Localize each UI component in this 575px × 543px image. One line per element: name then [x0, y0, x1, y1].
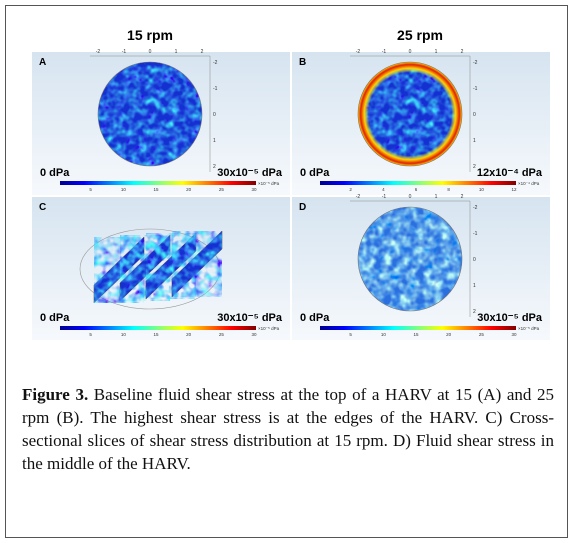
colorbar-tick-label: 2	[349, 187, 352, 192]
colorbar-tick-label: 8	[447, 187, 450, 192]
max-label: 30x10⁻⁵ dPa	[477, 312, 543, 324]
axis-tick-label: -1	[473, 86, 478, 92]
axis-tick-label: -1	[213, 86, 218, 92]
axis-tick-label: 0	[149, 49, 152, 55]
axis-tick-label: -1	[382, 49, 387, 55]
axis-tick-label: -2	[473, 60, 478, 66]
texture	[358, 207, 462, 311]
colorbar-tick-label: 20	[446, 332, 452, 337]
axis-tick-label: -1	[122, 49, 127, 55]
colorbar-tick-label: 25	[479, 332, 485, 337]
axis-tick-label: 0	[473, 112, 476, 118]
axis-tick-label: 1	[435, 194, 438, 200]
panel-label: B	[299, 57, 306, 68]
axis-tick-label: -2	[356, 194, 361, 200]
colorbar-unit: ×10⁻⁵ dPa	[518, 326, 540, 331]
colorbar-tick-label: 30	[251, 332, 257, 337]
colorbar-tick-label: 30	[251, 187, 257, 192]
axis-tick-label: 1	[435, 49, 438, 55]
axis-tick-label: 0	[473, 257, 476, 263]
colorbar-tick-label: 30	[511, 332, 517, 337]
colorbar-tick-label: 6	[415, 187, 418, 192]
axis-tick-label: 1	[175, 49, 178, 55]
colorbar-tick-label: 20	[186, 187, 192, 192]
rim	[357, 61, 463, 167]
panel-label: C	[39, 202, 46, 213]
colorbar-tick-label: 12	[511, 187, 517, 192]
panel-label: A	[39, 57, 46, 68]
max-label: 30x10⁻⁵ dPa	[217, 167, 283, 179]
axis-tick-label: -2	[96, 49, 101, 55]
axis-tick-label: 2	[473, 309, 476, 315]
axis-tick-label: 2	[461, 49, 464, 55]
rim	[97, 61, 203, 167]
caption: Figure 3. Baseline fluid shear stress at…	[22, 383, 554, 475]
axis-tick-label: -2	[356, 49, 361, 55]
axis-tick-label: -1	[473, 231, 478, 237]
axis-tick-label: 1	[213, 138, 216, 144]
caption-text: Baseline fluid shear stress at the top o…	[22, 385, 554, 473]
axis-tick-label: 2	[461, 194, 464, 200]
colorbar	[60, 181, 256, 185]
cylinder-outline	[79, 228, 221, 310]
min-label: 0 dPa	[40, 167, 70, 179]
colorbar-tick-label: 25	[219, 187, 225, 192]
colorbar-tick-label: 15	[413, 332, 419, 337]
axis-tick-label: 2	[201, 49, 204, 55]
min-label: 0 dPa	[40, 312, 70, 324]
slice-texture	[120, 235, 170, 301]
colorbar-tick-label: 5	[89, 332, 92, 337]
axis-tick-label: -2	[473, 205, 478, 211]
slice-texture	[146, 233, 196, 299]
min-label: 0 dPa	[300, 312, 330, 324]
colorbar	[60, 326, 256, 330]
colorbar-tick-label: 10	[121, 187, 127, 192]
max-label: 30x10⁻⁵ dPa	[217, 312, 283, 324]
panel: C 0 dPa 30x10⁻⁵ dPa 5 10 15 20 25 30×10⁻⁵ dPa	[32, 197, 290, 340]
axis-tick-label: 2	[473, 164, 476, 170]
colorbar-tick-label: 10	[381, 332, 387, 337]
figure-frame	[5, 5, 568, 538]
colorbar-tick-label: 15	[153, 332, 159, 337]
max-label: 12x10⁻⁴ dPa	[477, 167, 543, 179]
panel-label: D	[299, 202, 306, 213]
axis-tick-label: 0	[409, 49, 412, 55]
slice-texture	[172, 231, 222, 297]
colorbar-tick-label: 10	[121, 332, 127, 337]
axis-tick-label: 0	[213, 112, 216, 118]
axis-tick-label: -2	[213, 60, 218, 66]
colorbar	[320, 181, 516, 185]
colorbar	[320, 326, 516, 330]
colorbar-tick-label: 25	[219, 332, 225, 337]
colorbar-tick-label: 10	[479, 187, 485, 192]
colorbar-tick-label: 15	[153, 187, 159, 192]
colorbar-unit: ×10⁻⁵ dPa	[258, 181, 280, 186]
caption-label: Figure 3.	[22, 385, 89, 404]
panel: -2 -2 -1 -1 0 0 1 1 2 2 D 0 dPa 30x10⁻⁵ dPa 5 10 15 20 25…	[292, 194, 550, 340]
colorbar-tick-label: 20	[186, 332, 192, 337]
rim	[357, 206, 463, 312]
axis-tick-label: 1	[473, 138, 476, 144]
column-header: 25 rpm	[397, 27, 443, 43]
column-header: 15 rpm	[127, 27, 173, 43]
axis-tick-label: 2	[213, 164, 216, 170]
texture	[98, 62, 202, 166]
axis-tick-label: 0	[409, 194, 412, 200]
panel: -2 -2 -1 -1 0 0 1 1 2 2 A 0 dPa 30x10⁻⁵ dPa 5 10 15 20 25…	[32, 49, 290, 195]
min-label: 0 dPa	[300, 167, 330, 179]
colorbar-tick-label: 5	[349, 332, 352, 337]
axis-tick-label: 1	[473, 283, 476, 289]
axis-tick-label: -1	[382, 194, 387, 200]
colorbar-tick-label: 4	[382, 187, 385, 192]
colorbar-unit: ×10⁻⁴ dPa	[518, 181, 540, 186]
colorbar-tick-label: 5	[89, 187, 92, 192]
slice-texture	[94, 237, 144, 303]
colorbar-unit: ×10⁻⁵ dPa	[258, 326, 280, 331]
